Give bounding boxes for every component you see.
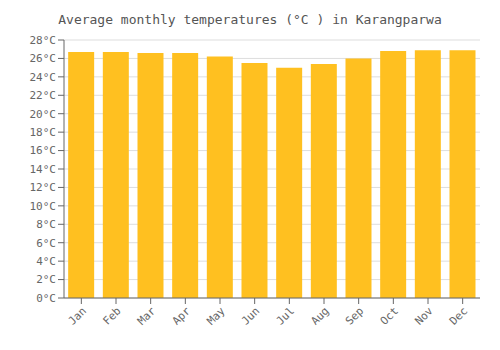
svg-text:Nov: Nov xyxy=(412,304,436,328)
svg-text:Aug: Aug xyxy=(308,304,331,327)
svg-text:Mar: Mar xyxy=(135,304,159,328)
svg-text:May: May xyxy=(204,304,228,328)
svg-text:0°C: 0°C xyxy=(36,292,56,305)
svg-text:14°C: 14°C xyxy=(30,163,57,176)
svg-text:8°C: 8°C xyxy=(36,218,56,231)
svg-text:Feb: Feb xyxy=(100,304,123,327)
svg-text:26°C: 26°C xyxy=(30,52,57,65)
svg-text:Jan: Jan xyxy=(66,304,89,327)
svg-text:4°C: 4°C xyxy=(36,255,56,268)
svg-text:22°C: 22°C xyxy=(30,89,57,102)
svg-text:24°C: 24°C xyxy=(30,71,57,84)
svg-text:18°C: 18°C xyxy=(30,126,57,139)
svg-text:Sep: Sep xyxy=(343,304,366,327)
svg-text:12°C: 12°C xyxy=(30,181,57,194)
svg-text:10°C: 10°C xyxy=(30,200,57,213)
svg-text:6°C: 6°C xyxy=(36,237,56,250)
svg-text:2°C: 2°C xyxy=(36,273,56,286)
svg-text:Jun: Jun xyxy=(239,304,262,327)
svg-text:Apr: Apr xyxy=(170,304,194,328)
svg-text:Oct: Oct xyxy=(378,304,401,327)
html-text:Average monthly temperatures (: Average monthly temperatures (°C ) in Ka… xyxy=(58,12,442,27)
svg-text:Dec: Dec xyxy=(447,304,470,327)
svg-text:20°C: 20°C xyxy=(30,108,57,121)
svg-text:Jul: Jul xyxy=(274,304,297,327)
svg-text:28°C: 28°C xyxy=(30,34,57,47)
svg-text:16°C: 16°C xyxy=(30,144,57,157)
